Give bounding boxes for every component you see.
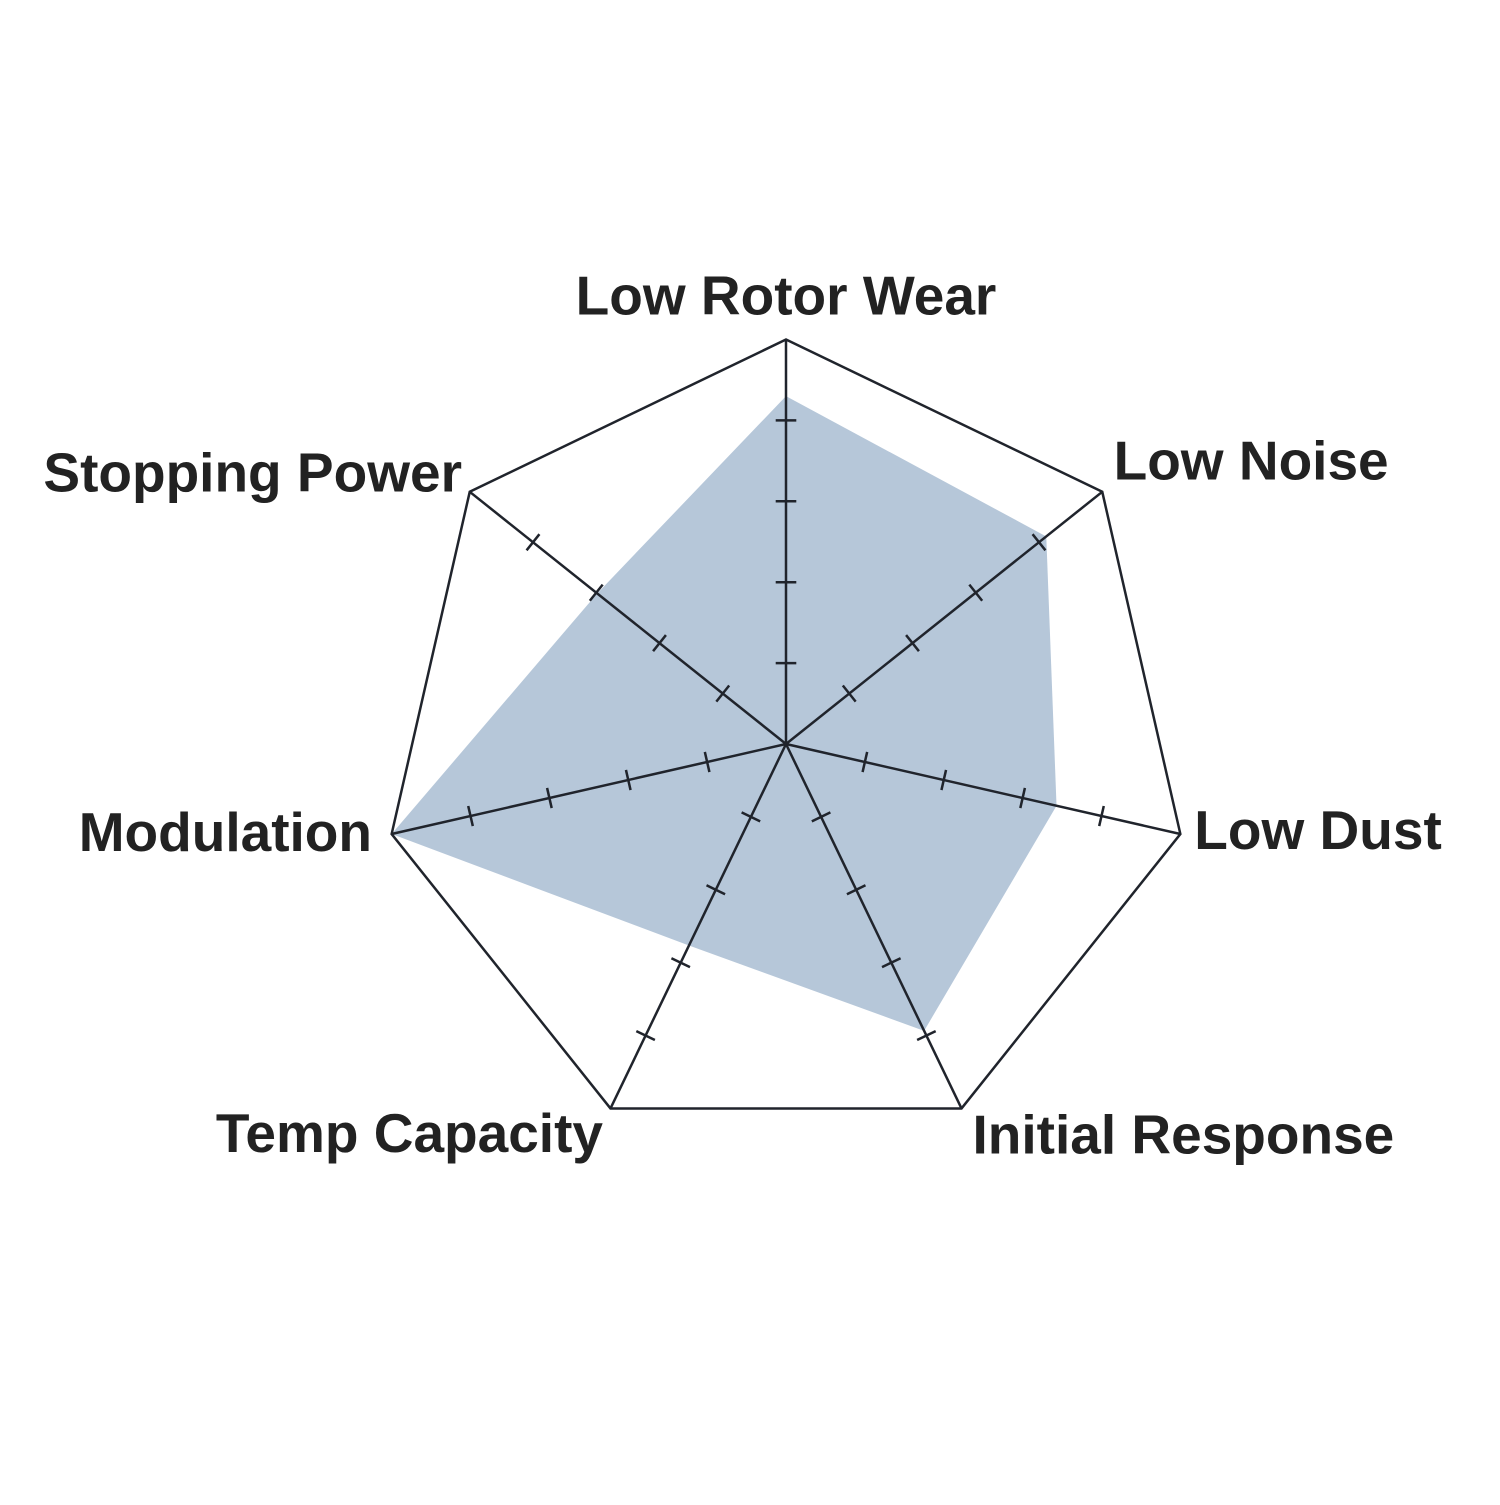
svg-text:Modulation: Modulation [79, 801, 372, 863]
svg-text:Temp Capacity: Temp Capacity [216, 1102, 604, 1164]
svg-text:Low Noise: Low Noise [1114, 430, 1389, 492]
svg-text:Low Rotor Wear: Low Rotor Wear [576, 265, 997, 327]
svg-text:Low Dust: Low Dust [1194, 799, 1441, 861]
svg-text:Stopping Power: Stopping Power [43, 442, 462, 504]
svg-text:Initial Response: Initial Response [973, 1104, 1395, 1166]
